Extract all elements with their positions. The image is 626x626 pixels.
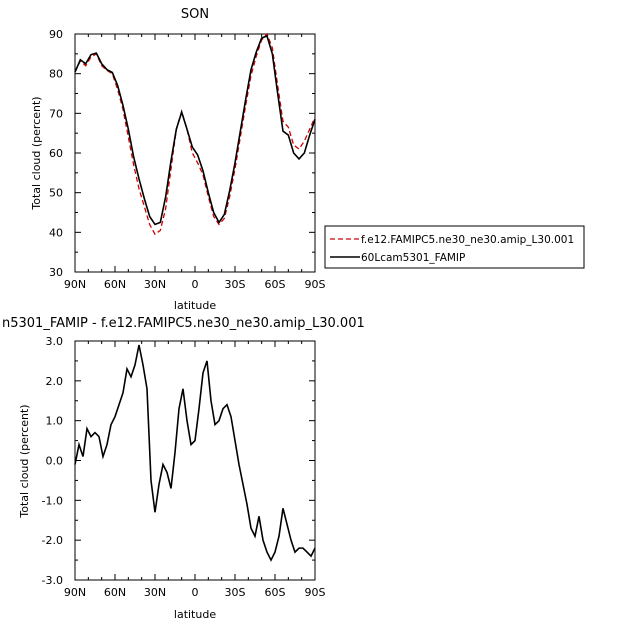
top-plot-frame xyxy=(74,33,316,273)
legend-entry-60lcam5301: 60Lcam5301_FAMIP xyxy=(361,252,465,264)
bottom-y-tick-labels: -3.0 -2.0 -1.0 0.0 1.0 2.0 3.0 xyxy=(42,335,63,587)
bottom-y-axis-label: Total cloud (percent) xyxy=(18,404,31,518)
legend-entry-famipc5: f.e12.FAMIPC5.ne30_ne30.amip_L30.001 xyxy=(361,234,574,246)
top-y-tick-label: 60 xyxy=(49,147,63,160)
top-x-tick-label: 0 xyxy=(192,278,199,291)
top-y-tick-labels: 30 40 50 60 70 80 90 xyxy=(49,28,63,279)
top-y-tick-label: 90 xyxy=(49,28,63,41)
bottom-y-tick-label: 1.0 xyxy=(46,415,64,428)
bottom-y-tick-label: -2.0 xyxy=(42,534,63,547)
bottom-panel: n5301_FAMIP - f.e12.FAMIPC5.ne30_ne30.am… xyxy=(2,316,365,621)
bottom-x-tick-label: 60N xyxy=(104,586,126,599)
top-y-tick-label: 80 xyxy=(49,68,63,81)
bottom-x-tick-label: 30S xyxy=(225,586,246,599)
top-x-tick-labels: 90N 60N 30N 0 30S 60S 90S xyxy=(64,278,326,291)
bottom-y-tick-label: -1.0 xyxy=(42,494,63,507)
legend: f.e12.FAMIPC5.ne30_ne30.amip_L30.001 60L… xyxy=(324,225,585,269)
top-y-tick-label: 40 xyxy=(49,226,63,239)
bottom-x-tick-label: 0 xyxy=(192,586,199,599)
bottom-x-tick-label: 90S xyxy=(305,586,326,599)
top-axis-ticks xyxy=(74,33,316,273)
bottom-x-tick-label: 60S xyxy=(265,586,286,599)
top-y-axis-label: Total cloud (percent) xyxy=(30,96,43,210)
top-x-tick-label: 60N xyxy=(104,278,126,291)
top-series-line-60lcam5301 xyxy=(74,34,316,226)
bottom-plot-title: n5301_FAMIP - f.e12.FAMIPC5.ne30_ne30.am… xyxy=(2,316,365,331)
bottom-y-tick-label: 3.0 xyxy=(46,335,64,348)
top-y-tick-label: 50 xyxy=(49,187,63,200)
top-x-axis-label: latitude xyxy=(174,299,216,312)
top-series-line-famipc5 xyxy=(74,32,316,236)
top-y-tick-label: 30 xyxy=(49,266,63,279)
bottom-difference-line xyxy=(74,344,316,562)
top-x-tick-label: 30S xyxy=(225,278,246,291)
bottom-y-tick-label: 0.0 xyxy=(46,455,64,468)
top-panel: SON 90N 60N 30N 0 30S 60S 90S 30 40 50 6… xyxy=(30,7,326,312)
bottom-x-tick-label: 30N xyxy=(144,586,166,599)
bottom-x-tick-label: 90N xyxy=(64,586,86,599)
top-x-tick-label: 30N xyxy=(144,278,166,291)
bottom-axis-ticks xyxy=(74,340,316,581)
top-plot-title: SON xyxy=(181,7,209,22)
bottom-y-tick-label: 2.0 xyxy=(46,375,64,388)
bottom-y-tick-label: -3.0 xyxy=(42,574,63,587)
top-x-tick-label: 60S xyxy=(265,278,286,291)
top-y-tick-label: 70 xyxy=(49,107,63,120)
bottom-x-tick-labels: 90N 60N 30N 0 30S 60S 90S xyxy=(64,586,326,599)
bottom-plot-frame xyxy=(74,340,316,581)
legend-box xyxy=(324,225,585,269)
top-x-tick-label: 90N xyxy=(64,278,86,291)
top-x-tick-label: 90S xyxy=(305,278,326,291)
bottom-x-axis-label: latitude xyxy=(174,608,216,621)
